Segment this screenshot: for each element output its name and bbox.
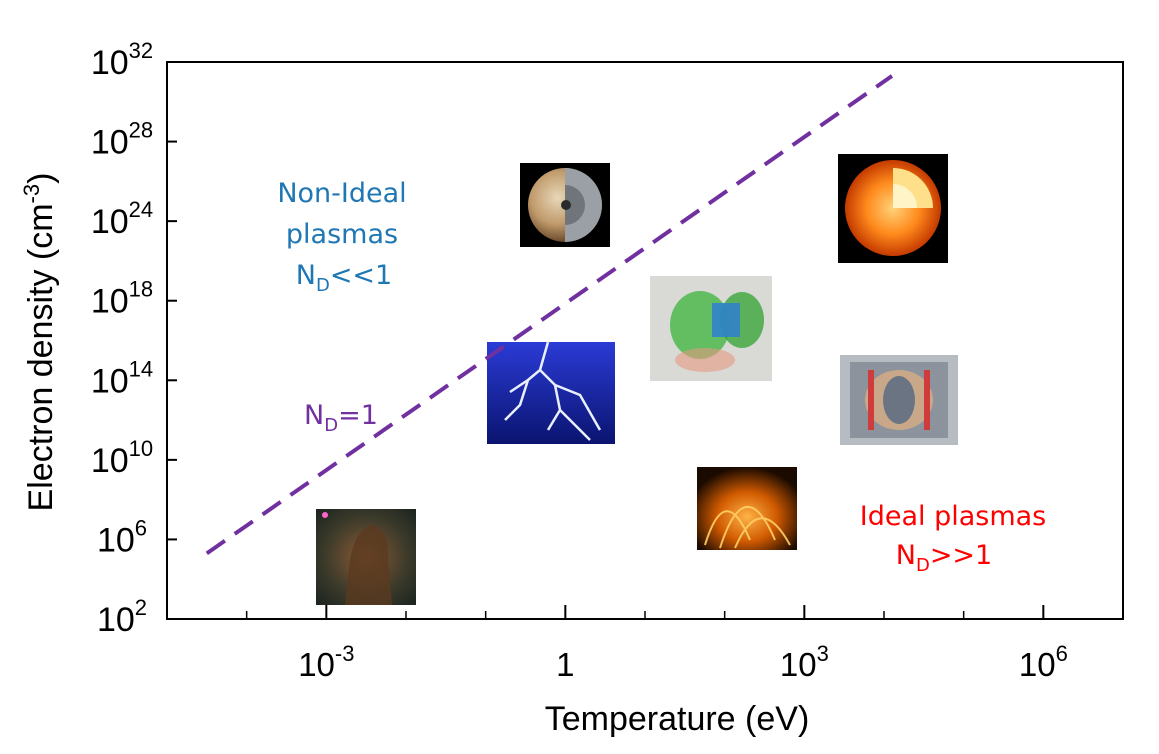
y-tick-base: 10 xyxy=(91,124,129,162)
y-tick-base: 10 xyxy=(97,601,135,639)
nd-subscript: D xyxy=(316,275,330,296)
nebula-pillar-image xyxy=(316,509,416,605)
y-tick-base: 10 xyxy=(91,283,129,321)
y-tick-base: 10 xyxy=(91,362,129,400)
solar-corona-image xyxy=(697,467,797,550)
nd-value: =1 xyxy=(338,400,378,431)
lightning-image xyxy=(487,341,615,444)
y-tick-exp: 10 xyxy=(129,436,153,461)
boundary-annotation: ND=1 xyxy=(304,400,378,436)
ideal-line-1: Ideal plasmas xyxy=(860,501,1047,532)
y-tick-label: 1014 xyxy=(91,356,153,400)
x-tick-base: 10 xyxy=(780,646,817,683)
nd-subscript: D xyxy=(324,415,338,436)
y-tick-label: 102 xyxy=(97,595,147,639)
nd-value: >>1 xyxy=(930,540,992,571)
y-tick-exp: 32 xyxy=(129,38,153,63)
tokamak-image xyxy=(832,345,965,455)
x-axis-ticks: 10-3 1 103 106 xyxy=(245,605,1068,683)
non-ideal-line-2: plasmas xyxy=(286,219,398,250)
x-tick-exp: 3 xyxy=(817,641,829,666)
nd-equals-one-boundary-line xyxy=(205,74,894,555)
y-axis-title-main: Electron density (cm xyxy=(22,203,60,511)
x-tick-exp: -3 xyxy=(335,641,355,666)
y-tick-label: 1010 xyxy=(91,436,153,480)
nd-symbol: N xyxy=(296,260,316,291)
y-axis-title-exp: -3 xyxy=(19,184,44,204)
y-tick-exp: 14 xyxy=(129,356,153,381)
x-tick-label: 10-3 xyxy=(298,641,354,683)
sun-interior-image xyxy=(838,154,948,263)
jupiter-interior-image xyxy=(520,163,610,247)
y-tick-exp: 2 xyxy=(135,595,147,620)
y-tick-base: 10 xyxy=(91,442,129,480)
laser-implosion-image xyxy=(650,276,772,381)
x-tick-base: 10 xyxy=(298,646,335,683)
y-tick-label: 106 xyxy=(97,515,147,559)
ideal-annotation: Ideal plasmas ND>>1 xyxy=(860,501,1047,576)
y-tick-base: 10 xyxy=(97,521,135,559)
y-tick-base: 10 xyxy=(91,44,129,82)
x-axis-title: Temperature (eV) xyxy=(545,700,810,738)
x-tick-base: 10 xyxy=(1019,646,1056,683)
y-tick-base: 10 xyxy=(91,203,129,241)
y-tick-label: 1018 xyxy=(91,277,153,321)
y-tick-exp: 6 xyxy=(135,515,147,540)
series-layer xyxy=(205,74,894,555)
y-axis-title-close: ) xyxy=(22,173,60,184)
x-tick-exp: 6 xyxy=(1056,641,1068,666)
y-tick-label: 1024 xyxy=(91,197,153,241)
y-tick-exp: 24 xyxy=(129,197,153,222)
non-ideal-line-1: Non-Ideal xyxy=(277,178,406,209)
non-ideal-annotation: Non-Ideal plasmas ND<<1 xyxy=(277,178,406,296)
boundary-nd: ND=1 xyxy=(304,400,378,436)
x-tick-label: 103 xyxy=(780,641,829,683)
nd-symbol: N xyxy=(304,400,324,431)
y-tick-label: 1028 xyxy=(91,118,153,162)
nd-symbol: N xyxy=(896,540,916,571)
x-tick-label: 1 xyxy=(556,646,574,683)
y-axis-title: Electron density (cm-3) xyxy=(19,173,60,512)
non-ideal-nd: ND<<1 xyxy=(296,260,393,296)
y-tick-exp: 28 xyxy=(129,118,153,143)
y-tick-exp: 18 xyxy=(129,277,153,302)
y-tick-label: 1032 xyxy=(91,38,153,82)
x-tick-base: 1 xyxy=(556,646,574,683)
ideal-nd: ND>>1 xyxy=(896,540,993,576)
nd-subscript: D xyxy=(916,555,930,576)
x-tick-label: 106 xyxy=(1019,641,1068,683)
nd-value: <<1 xyxy=(330,260,392,291)
plot-frame xyxy=(166,61,1124,620)
